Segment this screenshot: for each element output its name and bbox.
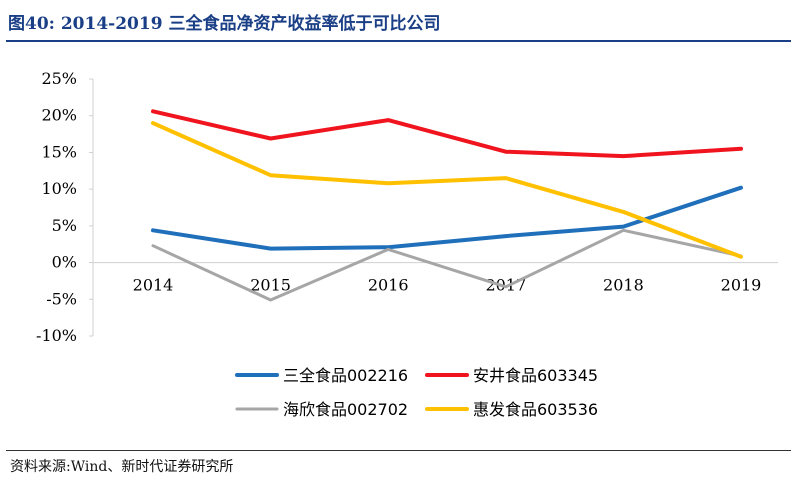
chart-axes: [92, 79, 778, 336]
y-tick-label: 20%: [41, 106, 77, 125]
x-tick-label: 2018: [603, 276, 644, 295]
y-tick-label: 5%: [52, 216, 77, 235]
figure-title: 图40: 2014-2019 三全食品净资产收益率低于可比公司: [8, 14, 441, 34]
y-tick-label: -10%: [36, 326, 77, 345]
x-tick-label: 2016: [368, 276, 409, 295]
x-tick-label: 2014: [133, 276, 174, 295]
y-tick-label: -5%: [46, 289, 77, 308]
line-chart: 25%20%15%10%5%0%-5%-10% 2014 2015 2016 2017…: [36, 69, 778, 419]
y-tick-label: 15%: [41, 142, 77, 161]
y-tick-labels: 25% 20% 15% 10% 5% 0% -5% -10%: [36, 69, 93, 345]
title-rule: [6, 40, 791, 42]
source-note: 资料来源:Wind、新时代证券研究所: [10, 459, 234, 475]
legend-label: 海欣食品002702: [283, 400, 408, 419]
legend-label: 安井食品603345: [473, 366, 598, 385]
source-rule: [6, 450, 791, 451]
chart-legend: 三全食品002216 安井食品603345 海欣食品002702 惠发食品603536: [235, 366, 598, 419]
legend-label: 三全食品002216: [283, 366, 408, 385]
series-line-2: [151, 228, 743, 302]
y-tick-label: 0%: [52, 253, 77, 272]
series-line-3: [151, 121, 743, 259]
y-tick-label: 25%: [41, 69, 77, 88]
series-line-0: [151, 185, 743, 251]
x-tick-labels: 2014 2015 2016 2017 2018 2019: [133, 276, 762, 295]
x-tick-label: 2019: [721, 276, 762, 295]
series-line-1: [151, 109, 743, 159]
series-lines: [151, 109, 743, 302]
x-tick-label: 2015: [250, 276, 291, 295]
figure-header: 图40: 2014-2019 三全食品净资产收益率低于可比公司: [0, 0, 797, 44]
legend-label: 惠发食品603536: [473, 400, 598, 419]
y-tick-label: 10%: [41, 179, 77, 198]
